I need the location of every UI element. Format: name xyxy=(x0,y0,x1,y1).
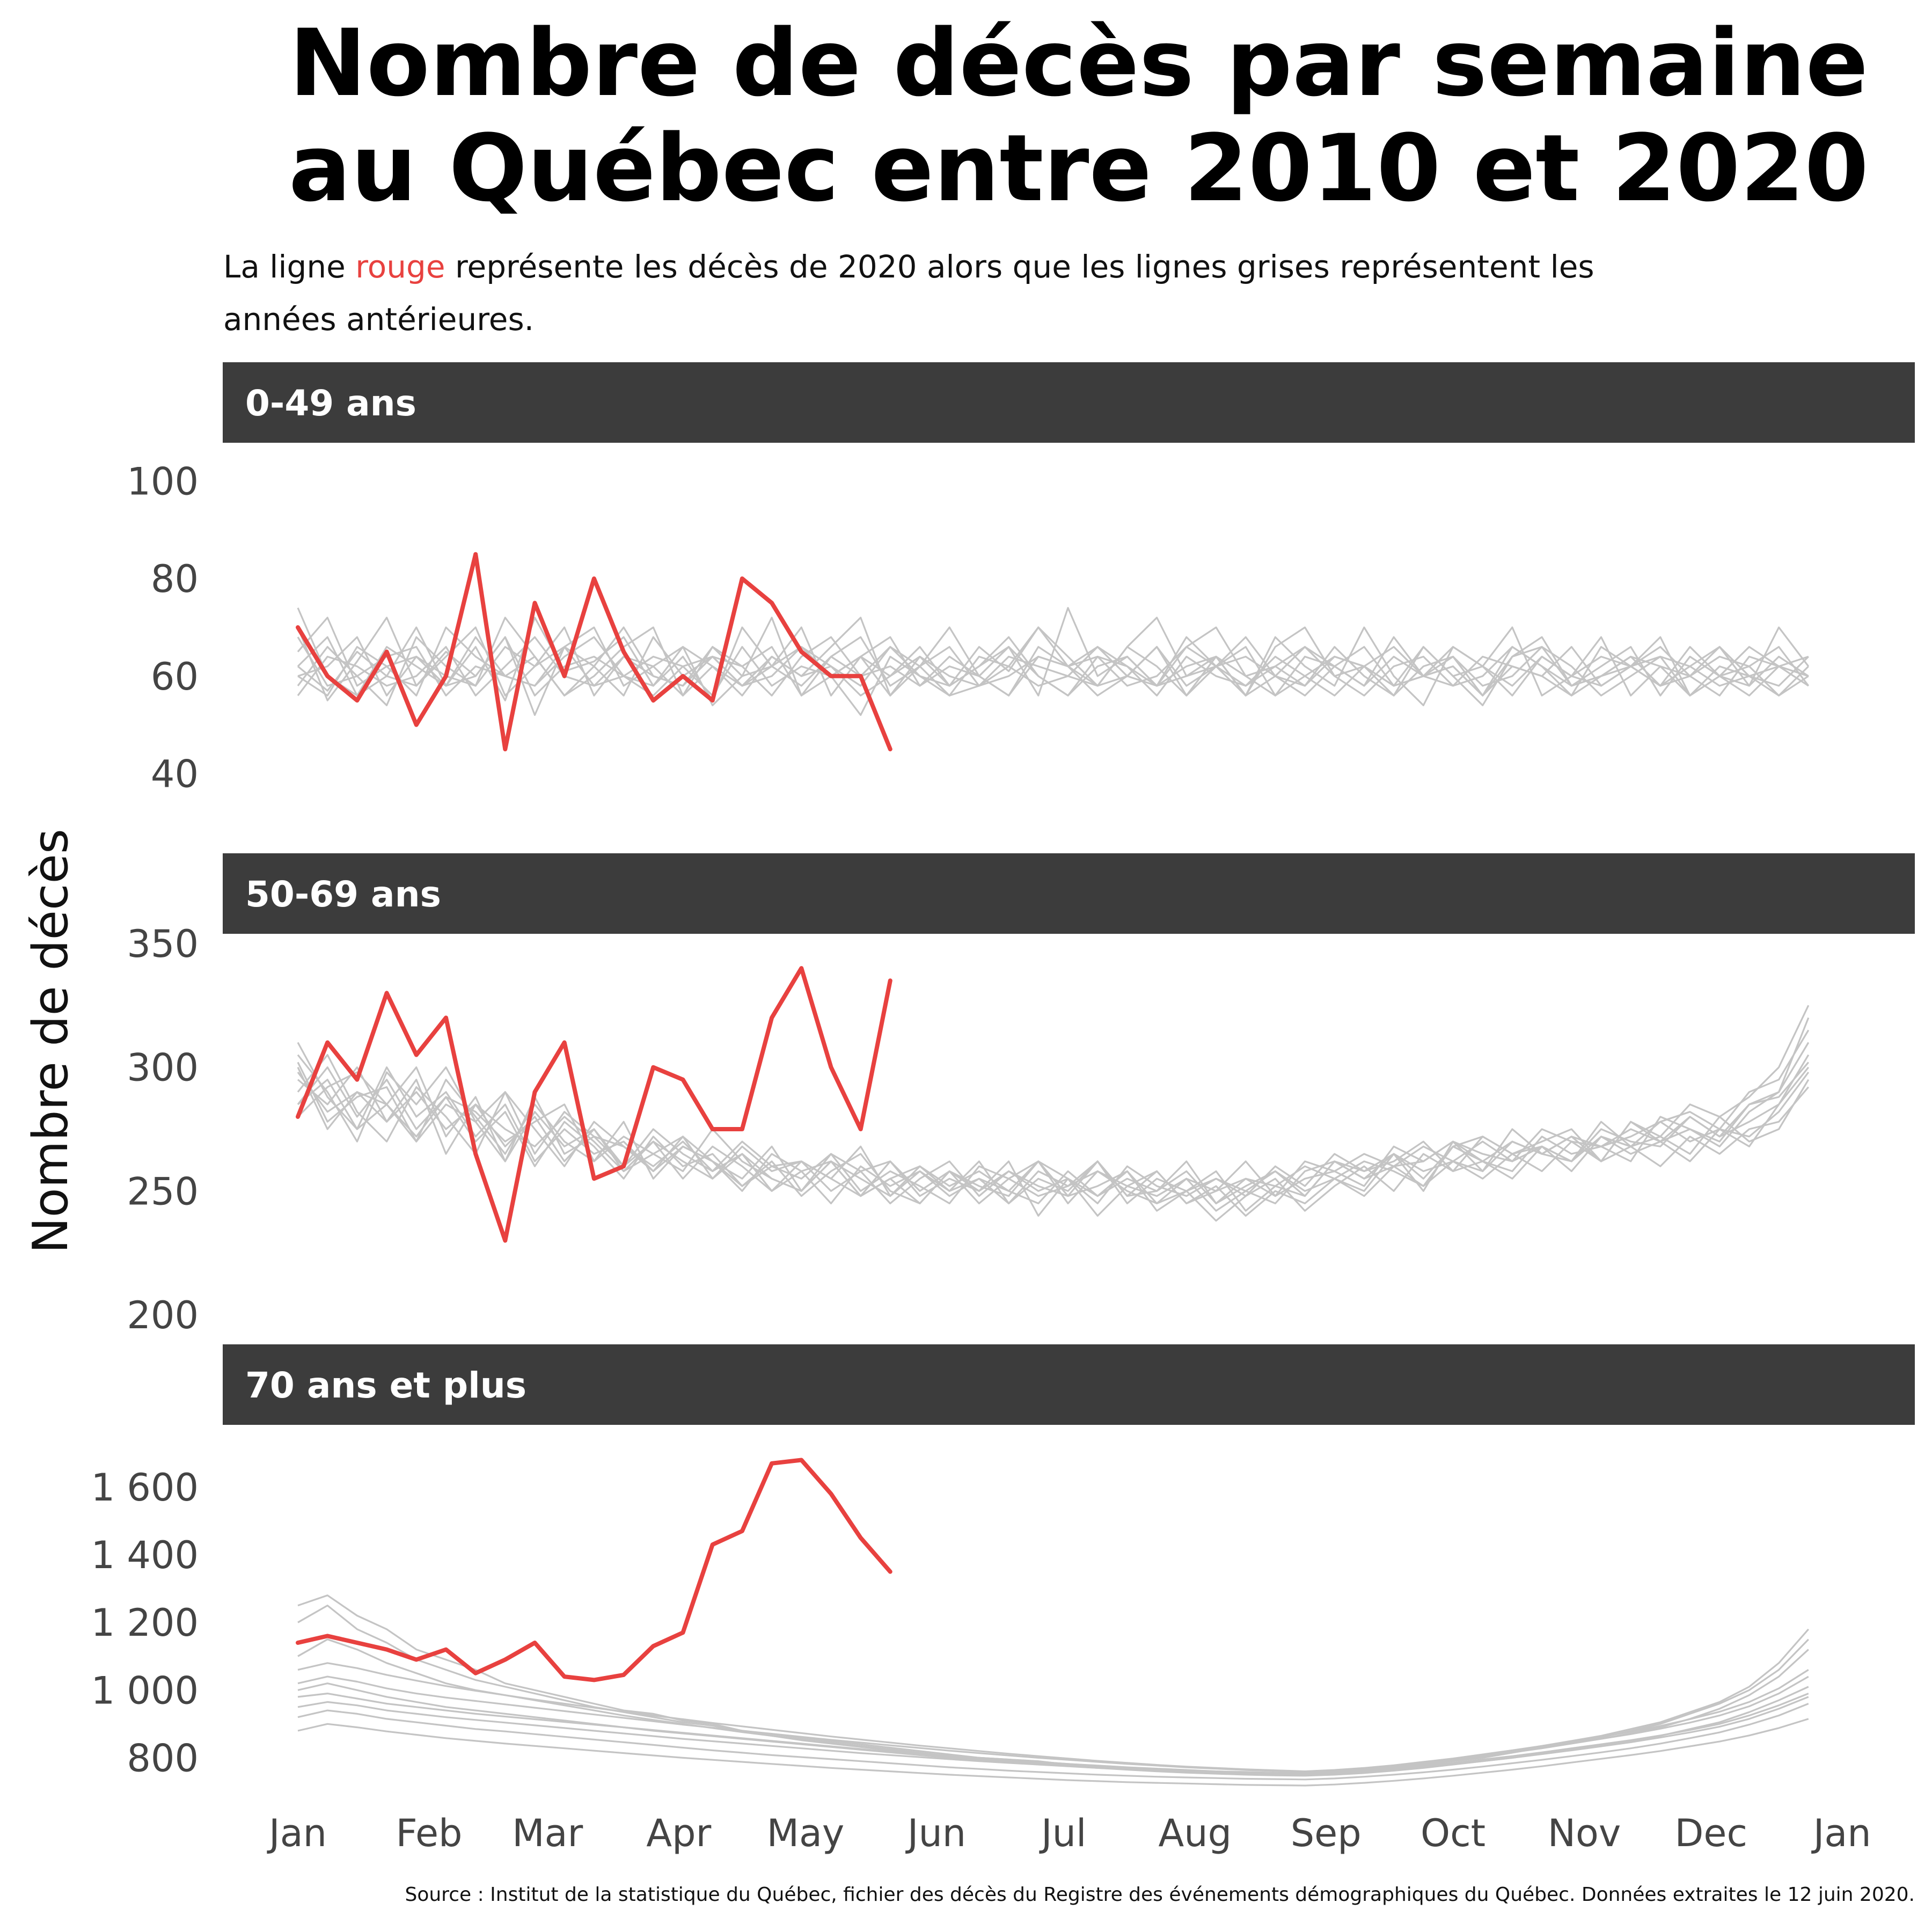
facet-panel: 0-49 ans 40 60 80 100 xyxy=(127,362,1915,796)
x-tick-label: Sep xyxy=(1291,1811,1362,1855)
facet-strip xyxy=(223,1344,1915,1425)
facet-strip xyxy=(223,853,1915,934)
facet-panel: 50-69 ans 200 250 300 350 xyxy=(127,853,1915,1337)
y-tick-label: 60 xyxy=(151,655,199,699)
subtitle-before: La ligne xyxy=(223,248,356,285)
previous-year-line xyxy=(297,1675,1809,1773)
y-tick-label: 250 xyxy=(127,1169,199,1213)
facet-strip-label: 50-69 ans xyxy=(245,874,441,915)
y-tick-label: 1 400 xyxy=(91,1533,199,1577)
x-tick-label: Dec xyxy=(1674,1811,1747,1855)
y-tick-label: 200 xyxy=(127,1293,199,1337)
x-tick-label: Jan xyxy=(267,1811,327,1855)
previous-year-line xyxy=(297,1718,1809,1787)
facet-strip xyxy=(223,362,1915,443)
chart-subtitle: La ligne rouge représente les décès de 2… xyxy=(223,240,1715,346)
chart-title: Nombre de décès par semaine au Québec en… xyxy=(288,9,1869,222)
y-tick-label: 100 xyxy=(127,459,199,503)
previous-year-line xyxy=(297,1062,1810,1204)
previous-year-line xyxy=(297,626,1809,697)
previous-year-line xyxy=(297,626,1810,697)
x-tick-label: Aug xyxy=(1158,1811,1232,1855)
y-axis-title: Nombre de décès xyxy=(23,829,79,1254)
series-2020-line xyxy=(296,552,892,751)
y-tick-label: 300 xyxy=(127,1046,199,1090)
x-tick-label: Mar xyxy=(512,1811,583,1855)
previous-year-line xyxy=(297,636,1809,697)
y-tick-label: 350 xyxy=(127,922,199,966)
y-tick-label: 80 xyxy=(151,557,199,601)
x-tick-label: May xyxy=(767,1811,845,1855)
x-tick-label: Apr xyxy=(646,1811,711,1855)
y-tick-label: 1 000 xyxy=(91,1668,199,1713)
previous-year-line xyxy=(297,1017,1810,1212)
x-tick-label: Nov xyxy=(1548,1811,1621,1855)
x-tick-label: Jun xyxy=(905,1811,966,1855)
previous-year-line xyxy=(297,1693,1809,1775)
facet-panel: 70 ans et plus 800 1 000 1 200 1 400 1 600 xyxy=(91,1344,1915,1787)
facet-strip-label: 0-49 ans xyxy=(245,383,416,424)
x-tick-label: Jul xyxy=(1039,1811,1086,1855)
y-tick-label: 1 600 xyxy=(91,1466,199,1510)
y-tick-label: 1 200 xyxy=(91,1601,199,1645)
facet-strip-label: 70 ans et plus xyxy=(245,1365,526,1406)
y-tick-label: 800 xyxy=(127,1736,199,1780)
previous-year-line xyxy=(297,617,1809,716)
previous-year-line xyxy=(297,1662,1809,1773)
series-2020-line xyxy=(296,966,892,1243)
subtitle-highlight: rouge xyxy=(355,248,445,285)
previous-year-line xyxy=(297,1696,1809,1776)
previous-year-line xyxy=(297,636,1809,697)
x-tick-label: Jan xyxy=(1811,1811,1871,1855)
x-tick-label: Oct xyxy=(1421,1811,1485,1855)
previous-year-line xyxy=(297,1703,1809,1781)
chart-source: Source : Institut de la statistique du Q… xyxy=(405,1884,1915,1906)
subtitle-after: représente les décès de 2020 alors que l… xyxy=(223,248,1594,338)
y-tick-label: 40 xyxy=(151,752,199,796)
x-tick-label: Feb xyxy=(396,1811,463,1855)
series-2020-line xyxy=(296,1458,892,1682)
previous-year-line xyxy=(297,1005,1810,1204)
